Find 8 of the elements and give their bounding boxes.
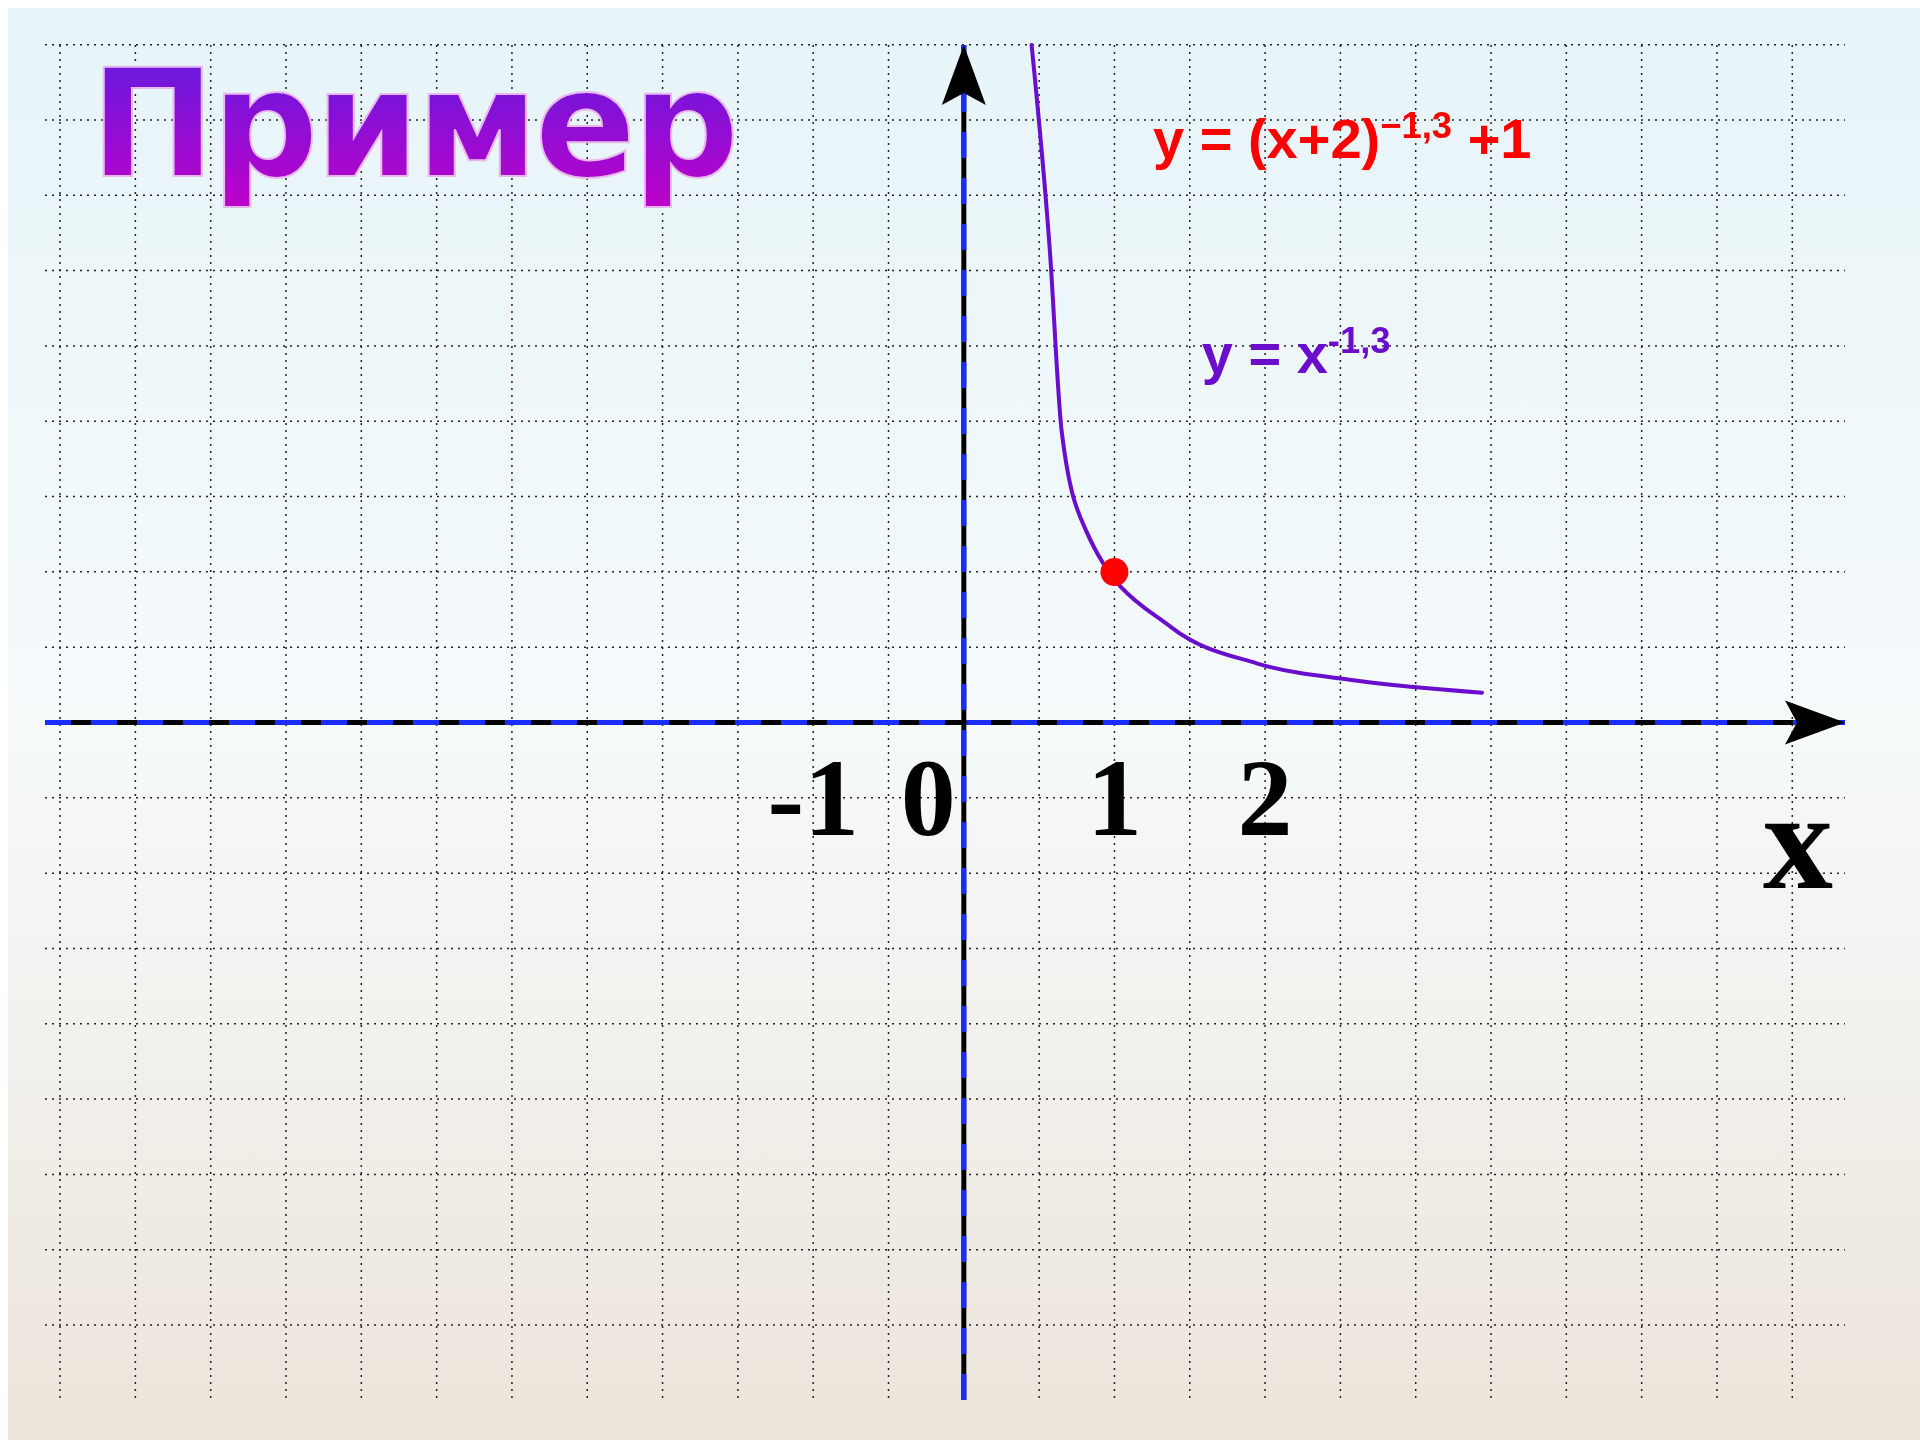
annotation: y = (x+2)$^{−1,3}$ +1: [1153, 104, 1532, 170]
text: y = x$^{-1,3}$: [1201, 319, 1391, 385]
x-tick-label: -1: [767, 736, 860, 859]
x-tick-label: 0: [900, 736, 956, 859]
x-tick-label: 1: [1086, 736, 1142, 859]
x-tick-label: 2: [1237, 736, 1293, 859]
x-axis-title: x: [1763, 763, 1833, 918]
chart-title: Пример: [90, 37, 736, 211]
